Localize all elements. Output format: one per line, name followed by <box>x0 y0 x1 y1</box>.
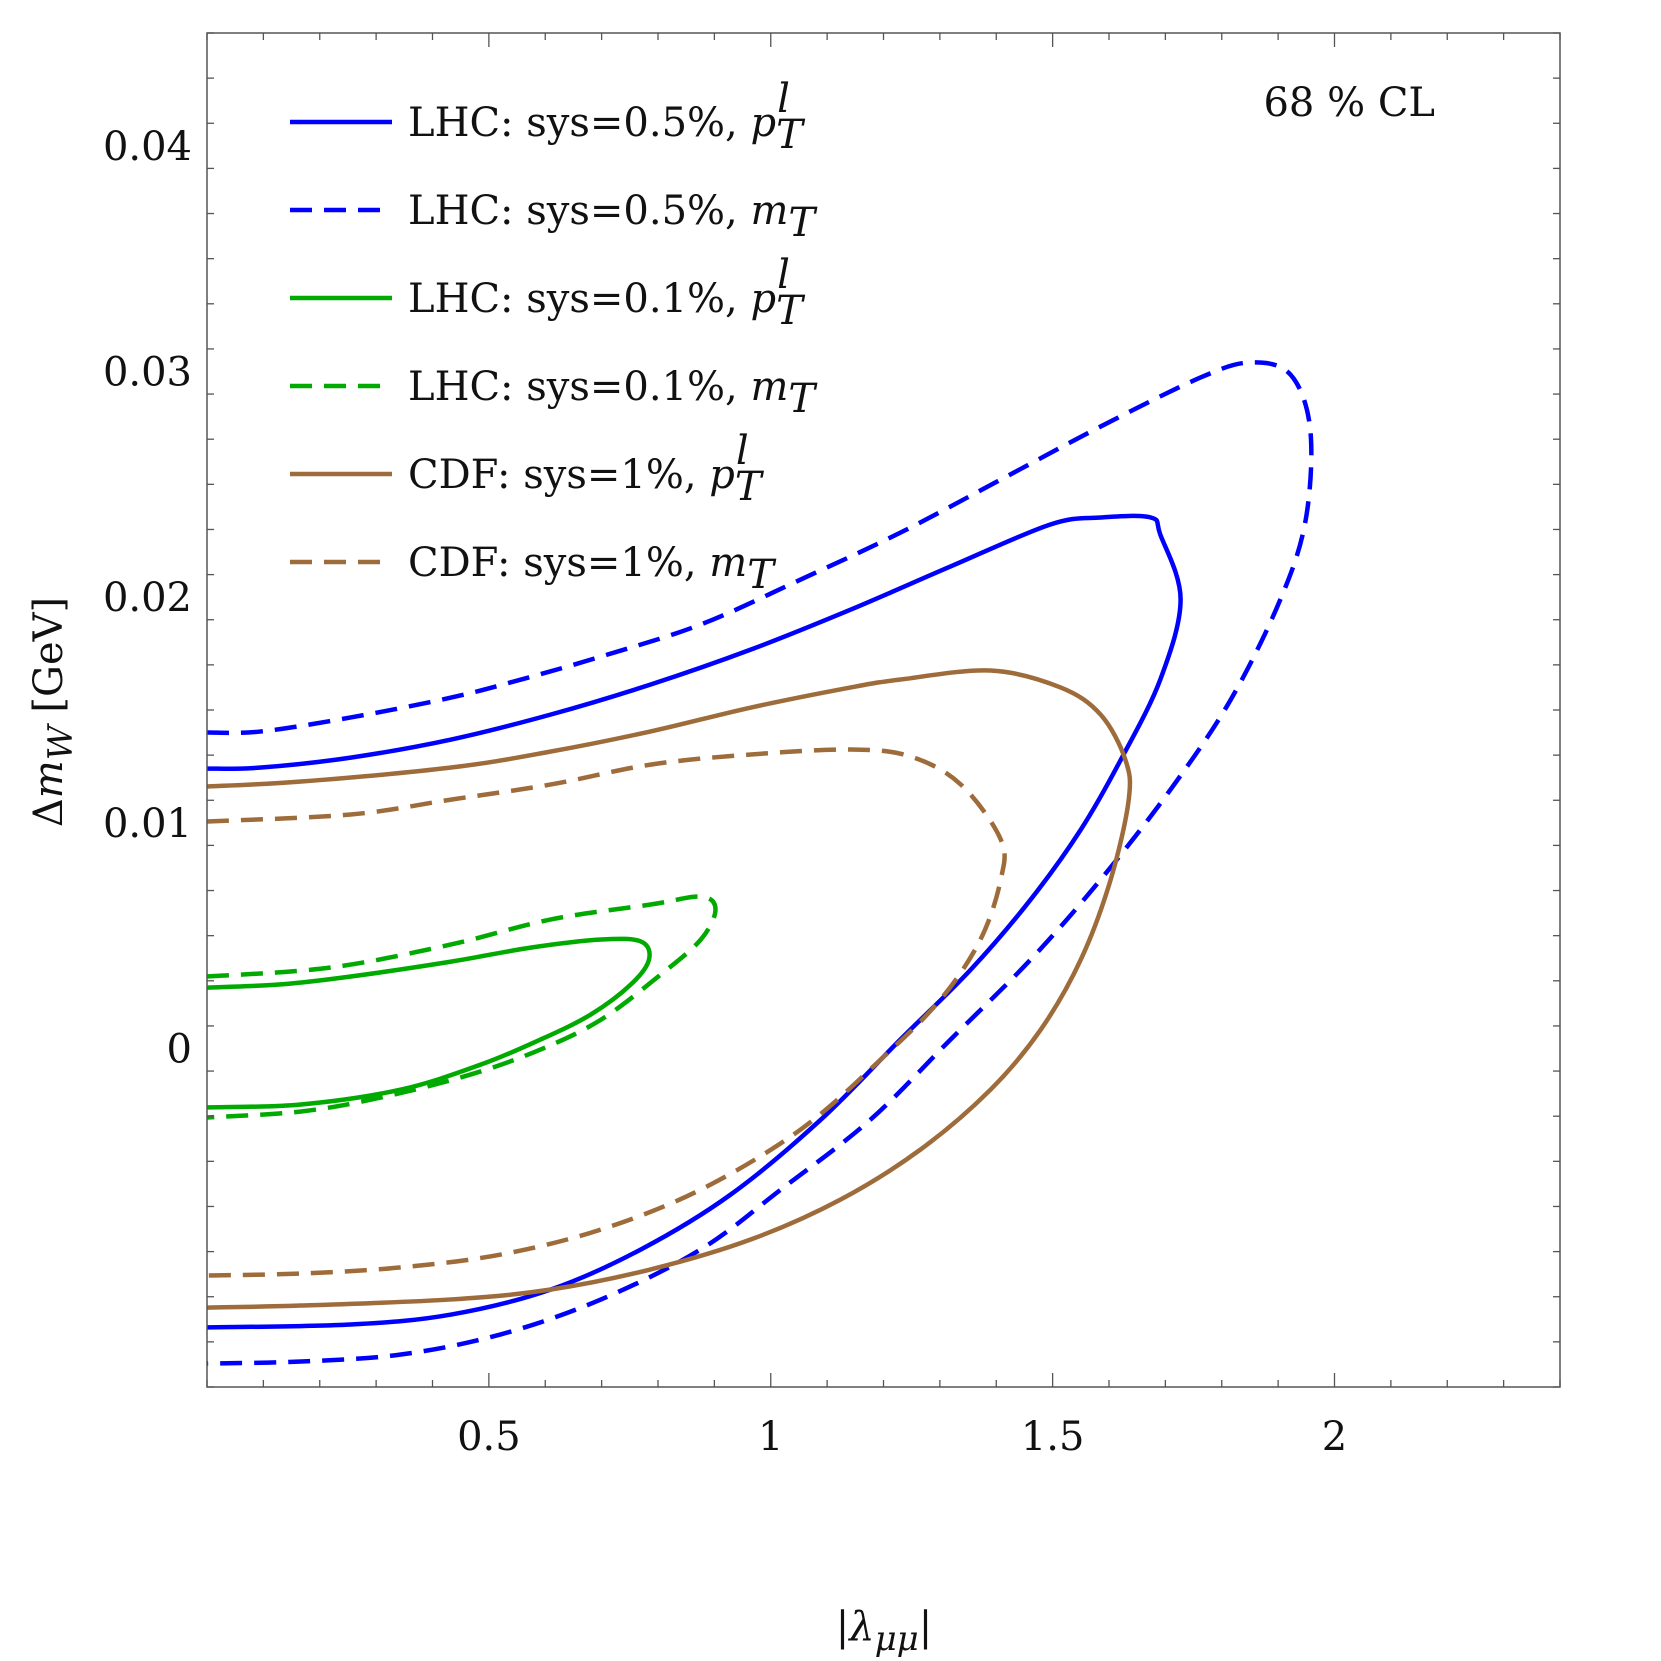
legend-label: CDF: sys=1%, m <box>408 540 747 586</box>
legend-sub: T <box>776 112 806 158</box>
legend-sub: T <box>788 376 818 422</box>
axis-ticks: 0.5 1 1.5 2 0.04 0.03 0.02 0.01 0 <box>103 32 1561 1460</box>
x-tick-label: 1.5 <box>1021 1414 1085 1460</box>
legend-item: LHC: sys=0.5%, plT <box>290 76 806 158</box>
legend-label: LHC: sys=0.5%, m <box>408 188 788 234</box>
contour-curves <box>206 360 1314 1366</box>
x-tick-label: 2 <box>1322 1414 1347 1460</box>
legend-sup: l <box>777 76 790 122</box>
x-tick-label: 0.5 <box>457 1414 521 1460</box>
y-axis-label: ΔmW [GeV] <box>26 597 81 827</box>
legend-label: CDF: sys=1%, p <box>408 452 735 498</box>
legend-sub: T <box>735 464 765 510</box>
legend-sub: T <box>747 552 777 598</box>
series-curve-2 <box>206 936 652 1110</box>
series-curve-5 <box>206 747 1007 1278</box>
series-curve-1 <box>206 360 1314 1366</box>
legend-sub: T <box>788 200 818 246</box>
y-tick-label: 0.04 <box>103 124 192 170</box>
y-tick-label: 0.03 <box>103 350 192 396</box>
y-tick-label: 0 <box>167 1027 192 1073</box>
x-axis-label: |λμμ| <box>836 1604 933 1659</box>
plot-frame <box>206 32 1561 1388</box>
y-tick-label: 0.02 <box>103 575 192 621</box>
x-tick-label: 1 <box>758 1414 783 1460</box>
y-tick-label: 0.01 <box>103 801 192 847</box>
legend-sub: T <box>776 288 806 334</box>
legend-sup: l <box>736 428 749 474</box>
legend-sup: l <box>777 252 790 298</box>
legend-label: LHC: sys=0.1%, p <box>408 276 776 322</box>
legend-item: CDF: sys=1%, plT <box>290 428 765 510</box>
legend-label: LHC: sys=0.1%, m <box>408 364 788 410</box>
series-curve-0 <box>206 513 1183 1330</box>
series-curve-4 <box>206 668 1133 1310</box>
series-curve-3 <box>206 894 718 1120</box>
cl-annotation: 68 % CL <box>1263 80 1435 126</box>
legend-label: LHC: sys=0.5%, p <box>408 100 776 146</box>
legend-item: LHC: sys=0.1%, plT <box>290 252 806 334</box>
